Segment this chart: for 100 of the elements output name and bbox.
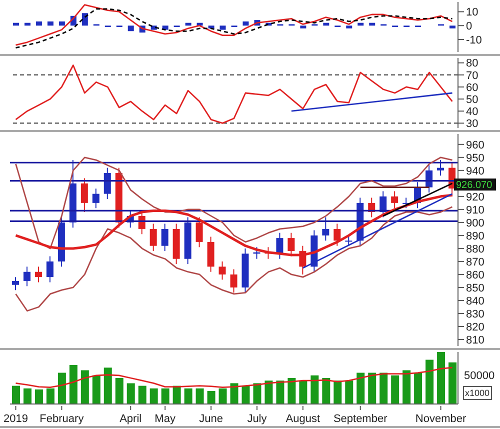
bar: [299, 380, 308, 404]
bar: [80, 370, 89, 404]
bar: [346, 26, 352, 28]
y-tick-label: 840: [466, 295, 484, 308]
candlestick: [322, 216, 330, 242]
bar: [310, 375, 319, 404]
x-tick-label: May: [154, 413, 176, 425]
bar: [264, 380, 273, 404]
x-tick-label: September: [333, 413, 388, 425]
y-tick-label: 50: [466, 94, 478, 106]
bar: [46, 388, 54, 404]
candlestick: [161, 223, 168, 252]
candlestick: [12, 276, 19, 291]
bar: [334, 380, 342, 404]
bar: [12, 386, 20, 404]
bar: [13, 22, 19, 26]
bar: [345, 380, 354, 404]
bar: [47, 21, 54, 26]
y-tick-label: 920: [466, 191, 484, 204]
bar: [23, 388, 32, 404]
bar: [391, 375, 400, 404]
bar: [356, 372, 365, 404]
y-tick-label: 60: [466, 82, 478, 94]
candlestick: [230, 268, 238, 294]
candlestick: [196, 216, 203, 248]
bar: [128, 26, 134, 32]
y-tick-label: 80: [466, 58, 478, 70]
y-tick-label: 70: [466, 70, 478, 82]
bar: [414, 372, 422, 404]
candlestick: [46, 256, 54, 283]
y-tick-label: 830: [466, 308, 484, 320]
bar: [380, 372, 388, 404]
bar: [448, 362, 457, 404]
bar: [196, 388, 204, 404]
bar: [184, 388, 192, 404]
bar: [230, 383, 238, 404]
y-tick-label: 870: [466, 256, 484, 268]
y-tick-label: 30: [466, 118, 478, 130]
candlestick: [104, 167, 111, 200]
bar: [92, 375, 100, 404]
bar: [161, 388, 170, 404]
bar: [426, 360, 434, 404]
bar: [58, 372, 66, 404]
y-tick-label: 40: [466, 106, 478, 118]
bar: [358, 22, 364, 26]
bar: [138, 386, 146, 404]
x-tick-label: June: [199, 413, 223, 425]
candlestick: [437, 160, 444, 176]
candlestick: [150, 223, 157, 252]
bar: [322, 378, 330, 404]
bar: [218, 388, 227, 404]
candlestick: [23, 266, 30, 287]
bar: [69, 365, 78, 404]
candlestick: [334, 223, 341, 246]
y-tick-label: 820: [466, 321, 484, 334]
y-tick-label: 10: [466, 6, 478, 19]
x-tick-label: April: [120, 413, 142, 425]
bar: [288, 378, 296, 404]
x-tick-label: 2019: [4, 413, 28, 425]
y-tick-label: 940: [466, 165, 484, 178]
x-tick-label: November: [415, 413, 466, 425]
candlestick: [92, 188, 100, 209]
y-tick-label: 910: [466, 204, 484, 216]
y-tick-label: 960: [466, 139, 484, 152]
annotation: 926.070: [456, 180, 493, 192]
y-tick-label: 850: [466, 282, 484, 294]
x-tick-label: February: [40, 413, 84, 425]
y-tick-label: 0: [466, 20, 472, 33]
bar: [276, 380, 284, 404]
y-tick-label: 950: [466, 152, 484, 164]
y-tick-label: -10: [466, 34, 482, 46]
bar: [24, 22, 30, 26]
candlestick: [80, 178, 88, 213]
candlestick: [276, 232, 284, 260]
bar: [58, 21, 65, 26]
y-tick-label: 880: [466, 243, 484, 256]
line-series: [15, 156, 453, 250]
bar: [368, 372, 376, 404]
bar: [104, 368, 112, 404]
bar: [300, 26, 306, 28]
bar: [242, 386, 250, 404]
y-tick-label: 890: [466, 230, 484, 242]
x-tick-label: August: [286, 413, 320, 425]
candlestick: [380, 190, 387, 218]
text: 50000: [463, 370, 496, 382]
bar: [207, 391, 216, 404]
y-tick-label: 900: [466, 217, 484, 230]
y-tick-label: 860: [466, 269, 484, 282]
bar: [34, 389, 43, 404]
bar: [220, 26, 226, 30]
candlestick: [218, 260, 226, 280]
text: x1000: [463, 386, 492, 400]
bar: [126, 383, 135, 404]
bar: [369, 22, 376, 26]
line-series: [15, 206, 453, 312]
y-tick-label: 810: [466, 334, 484, 346]
x-tick-label: July: [247, 413, 268, 425]
bar: [185, 22, 192, 26]
bar: [437, 352, 446, 404]
bar: [323, 22, 330, 26]
